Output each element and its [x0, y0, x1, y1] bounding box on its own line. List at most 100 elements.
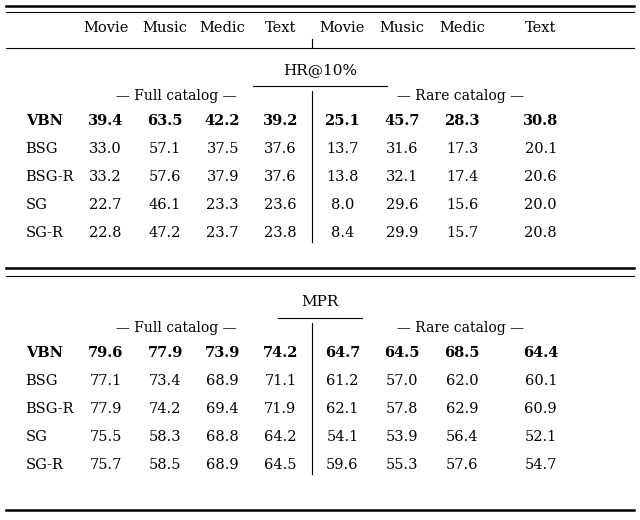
- Text: 47.2: 47.2: [149, 226, 181, 240]
- Text: 58.5: 58.5: [149, 458, 181, 472]
- Text: BSG: BSG: [26, 374, 58, 388]
- Text: 62.0: 62.0: [446, 374, 478, 388]
- Text: 68.9: 68.9: [207, 458, 239, 472]
- Text: 54.1: 54.1: [326, 430, 358, 444]
- Text: 64.4: 64.4: [523, 346, 559, 360]
- Text: Text: Text: [525, 21, 557, 35]
- Text: 20.8: 20.8: [525, 226, 557, 240]
- Text: 68.8: 68.8: [206, 430, 239, 444]
- Text: 25.1: 25.1: [324, 114, 360, 128]
- Text: 22.7: 22.7: [90, 198, 122, 212]
- Text: 23.6: 23.6: [264, 198, 296, 212]
- Text: 13.8: 13.8: [326, 170, 358, 184]
- Text: 68.5: 68.5: [444, 346, 480, 360]
- Text: 46.1: 46.1: [149, 198, 181, 212]
- Text: SG-R: SG-R: [26, 226, 63, 240]
- Text: 39.2: 39.2: [262, 114, 298, 128]
- Text: 64.7: 64.7: [324, 346, 360, 360]
- Text: 8.0: 8.0: [331, 198, 354, 212]
- Text: — Rare catalog —: — Rare catalog —: [397, 321, 524, 335]
- Text: 62.1: 62.1: [326, 402, 358, 416]
- Text: 33.2: 33.2: [90, 170, 122, 184]
- Text: 20.0: 20.0: [525, 198, 557, 212]
- Text: 60.9: 60.9: [525, 402, 557, 416]
- Text: — Full catalog —: — Full catalog —: [116, 321, 236, 335]
- Text: 79.6: 79.6: [88, 346, 124, 360]
- Text: 68.9: 68.9: [207, 374, 239, 388]
- Text: Medic: Medic: [200, 21, 246, 35]
- Text: 73.4: 73.4: [149, 374, 181, 388]
- Text: 69.4: 69.4: [207, 402, 239, 416]
- Text: 33.0: 33.0: [89, 142, 122, 156]
- Text: MPR: MPR: [301, 295, 339, 309]
- Text: 37.5: 37.5: [207, 142, 239, 156]
- Text: 57.1: 57.1: [149, 142, 181, 156]
- Text: 75.7: 75.7: [90, 458, 122, 472]
- Text: 37.9: 37.9: [207, 170, 239, 184]
- Text: 74.2: 74.2: [149, 402, 181, 416]
- Text: — Rare catalog —: — Rare catalog —: [397, 89, 524, 103]
- Text: VBN: VBN: [26, 114, 63, 128]
- Text: 64.5: 64.5: [264, 458, 296, 472]
- Text: Movie: Movie: [83, 21, 128, 35]
- Text: 74.2: 74.2: [262, 346, 298, 360]
- Text: 15.6: 15.6: [446, 198, 478, 212]
- Text: 57.6: 57.6: [446, 458, 478, 472]
- Text: 8.4: 8.4: [331, 226, 354, 240]
- Text: 62.9: 62.9: [446, 402, 478, 416]
- Text: 64.5: 64.5: [384, 346, 420, 360]
- Text: 29.6: 29.6: [386, 198, 418, 212]
- Text: 28.3: 28.3: [444, 114, 480, 128]
- Text: 23.7: 23.7: [207, 226, 239, 240]
- Text: BSG-R: BSG-R: [26, 170, 74, 184]
- Text: 17.4: 17.4: [446, 170, 478, 184]
- Text: 23.3: 23.3: [207, 198, 239, 212]
- Text: 71.9: 71.9: [264, 402, 296, 416]
- Text: 29.9: 29.9: [386, 226, 418, 240]
- Text: 20.6: 20.6: [525, 170, 557, 184]
- Text: 23.8: 23.8: [264, 226, 296, 240]
- Text: 39.4: 39.4: [88, 114, 124, 128]
- Text: 37.6: 37.6: [264, 170, 296, 184]
- Text: 55.3: 55.3: [386, 458, 418, 472]
- Text: 64.2: 64.2: [264, 430, 296, 444]
- Text: 22.8: 22.8: [90, 226, 122, 240]
- Text: 31.6: 31.6: [386, 142, 418, 156]
- Text: Medic: Medic: [439, 21, 485, 35]
- Text: 32.1: 32.1: [386, 170, 418, 184]
- Text: 53.9: 53.9: [386, 430, 418, 444]
- Text: 59.6: 59.6: [326, 458, 358, 472]
- Text: 71.1: 71.1: [264, 374, 296, 388]
- Text: 58.3: 58.3: [149, 430, 181, 444]
- Text: 15.7: 15.7: [446, 226, 478, 240]
- Text: BSG: BSG: [26, 142, 58, 156]
- Text: — Full catalog —: — Full catalog —: [116, 89, 236, 103]
- Text: 20.1: 20.1: [525, 142, 557, 156]
- Text: 30.8: 30.8: [523, 114, 559, 128]
- Text: 57.0: 57.0: [386, 374, 418, 388]
- Text: 17.3: 17.3: [446, 142, 478, 156]
- Text: VBN: VBN: [26, 346, 63, 360]
- Text: 13.7: 13.7: [326, 142, 358, 156]
- Text: 57.6: 57.6: [149, 170, 181, 184]
- Text: Text: Text: [264, 21, 296, 35]
- Text: HR@10%: HR@10%: [283, 63, 357, 77]
- Text: 77.9: 77.9: [90, 402, 122, 416]
- Text: 54.7: 54.7: [525, 458, 557, 472]
- Text: Music: Music: [143, 21, 188, 35]
- Text: 75.5: 75.5: [90, 430, 122, 444]
- Text: 61.2: 61.2: [326, 374, 358, 388]
- Text: 77.1: 77.1: [90, 374, 122, 388]
- Text: 63.5: 63.5: [147, 114, 183, 128]
- Text: Music: Music: [380, 21, 424, 35]
- Text: 42.2: 42.2: [205, 114, 241, 128]
- Text: 60.1: 60.1: [525, 374, 557, 388]
- Text: SG-R: SG-R: [26, 458, 63, 472]
- Text: 77.9: 77.9: [147, 346, 183, 360]
- Text: 52.1: 52.1: [525, 430, 557, 444]
- Text: SG: SG: [26, 430, 47, 444]
- Text: 37.6: 37.6: [264, 142, 296, 156]
- Text: Movie: Movie: [320, 21, 365, 35]
- Text: BSG-R: BSG-R: [26, 402, 74, 416]
- Text: 45.7: 45.7: [384, 114, 420, 128]
